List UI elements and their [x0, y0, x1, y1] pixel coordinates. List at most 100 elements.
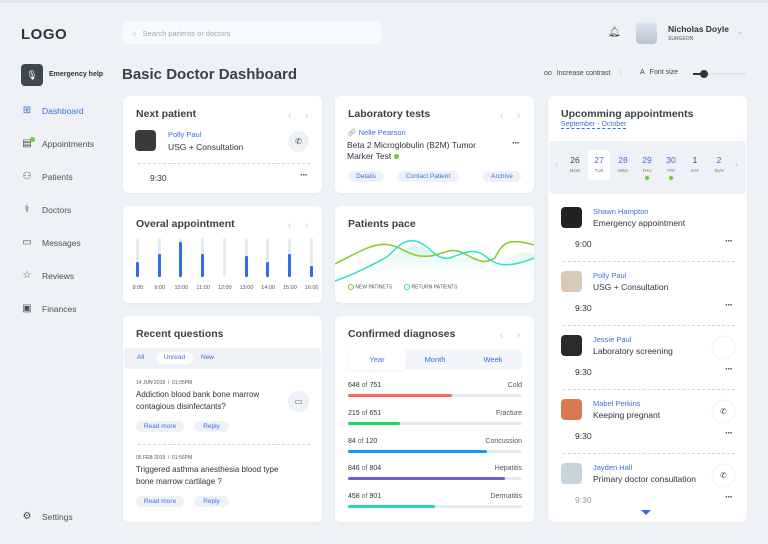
tab-all[interactable]: All	[137, 354, 145, 361]
chevron-right-icon[interactable]: ›	[305, 220, 309, 231]
bar-track	[157, 238, 161, 277]
appointment-time: 9:30	[575, 303, 592, 313]
of-label: of	[361, 465, 368, 473]
day-number: 29	[642, 155, 652, 165]
sidebar-item-patients[interactable]: ⚇ Patients	[21, 171, 73, 182]
chevron-left-icon[interactable]: ‹	[288, 220, 292, 231]
phone-button[interactable]: ✆	[713, 401, 734, 422]
increase-contrast-button[interactable]: oo Increase contrast |	[544, 70, 625, 77]
day-2[interactable]: 2 SUN	[708, 150, 730, 180]
day-number: 2	[716, 155, 722, 165]
user-avatar[interactable]	[636, 22, 657, 44]
day-weekday: SAT	[690, 168, 700, 173]
chevron-left-icon[interactable]: ‹	[500, 110, 504, 121]
more-icon[interactable]: ···	[725, 300, 733, 311]
tab-year[interactable]: Year	[348, 349, 406, 370]
sidebar-item-doctors[interactable]: ⚕ Doctors	[21, 204, 71, 215]
read-more-button[interactable]: Read more	[136, 421, 184, 432]
appointment-desc: USG + Consultation	[168, 142, 244, 152]
chevron-left-icon[interactable]: ‹	[288, 110, 292, 121]
phone-button[interactable]: ✆	[288, 131, 309, 152]
font-size-slider[interactable]	[693, 70, 746, 78]
patient-name[interactable]: Polly Paul	[593, 271, 627, 280]
tab-new[interactable]: New	[201, 354, 215, 361]
scroll-down-icon[interactable]	[641, 510, 651, 515]
patient-name[interactable]: Shawn Hampton	[593, 207, 649, 216]
phone-button[interactable]: ✆	[713, 465, 734, 486]
sidebar-item-label: Patients	[42, 171, 73, 182]
slider-handle[interactable]	[699, 70, 708, 78]
pace-chart	[335, 240, 534, 286]
archive-button[interactable]: Archive	[483, 171, 521, 182]
more-icon[interactable]: ···	[725, 428, 733, 439]
sidebar-item-appointments[interactable]: ▤ Appointments	[21, 138, 94, 149]
notification-dot	[30, 137, 35, 142]
bell-icon[interactable]: 🔔︎	[608, 27, 621, 38]
patient-name[interactable]: Jessie Paul	[593, 335, 632, 344]
count: 458	[348, 493, 360, 501]
search-input[interactable]: ○ Search parients or doctors	[122, 22, 382, 44]
page-title: Basic Doctor Dashboard	[122, 66, 298, 83]
date-range-link[interactable]: September - October	[561, 121, 627, 129]
sidebar-item-messages[interactable]: ▭ Messages	[21, 237, 80, 248]
more-icon[interactable]: ···	[725, 492, 733, 503]
appointment-time: 9:30	[150, 173, 167, 183]
day-1[interactable]: 1 SAT	[684, 150, 706, 180]
of-label: of	[361, 493, 368, 501]
tab-unread[interactable]: Unread	[156, 352, 193, 364]
comment-button[interactable]: ▭	[288, 391, 309, 412]
day-30[interactable]: 30 FRI	[660, 150, 682, 180]
emergency-help-button[interactable]: Emergency help	[49, 71, 104, 78]
period-tabs: Year Month Week	[348, 349, 522, 370]
sidebar-item-label: Reviews	[42, 270, 75, 281]
more-icon[interactable]: ···	[725, 364, 733, 375]
sidebar-item-reviews[interactable]: ☆ Reviews	[21, 270, 75, 281]
reply-button[interactable]: Reply	[194, 496, 229, 507]
patient-name[interactable]: Polly Paul	[168, 130, 202, 139]
patient-link[interactable]: 🔗︎ Nelle Pearson	[347, 128, 406, 137]
chevron-right-icon[interactable]: ›	[305, 110, 309, 121]
sidebar-item-dashboard[interactable]: ⊞ Dashboard	[21, 105, 84, 116]
sidebar-item-finances[interactable]: ▣ Finances	[21, 303, 76, 314]
tab-week[interactable]: Week	[483, 355, 503, 364]
chevron-down-icon[interactable]: ⌄	[737, 27, 744, 36]
day-number: 1	[692, 155, 698, 165]
card-title: Overal appointment	[136, 218, 235, 230]
more-icon[interactable]: ···	[300, 170, 308, 181]
day-26[interactable]: 26 MON	[564, 150, 586, 180]
patient-name[interactable]: Jayden Hall	[593, 463, 633, 472]
patient-avatar	[135, 130, 156, 151]
chevron-right-icon[interactable]: ›	[735, 159, 738, 169]
legend-item: NEW PATINETS	[348, 284, 392, 290]
progress-fill	[348, 449, 488, 453]
contact-patient-button[interactable]: Contact Patient	[397, 171, 459, 182]
star-icon: ☆	[22, 270, 32, 281]
chevron-left-icon[interactable]: ‹	[555, 159, 558, 169]
sidebar-item-settings[interactable]: ⚙︎ Settings	[21, 511, 73, 522]
day-29[interactable]: 29 THU	[636, 150, 658, 180]
count: 84	[348, 437, 356, 445]
bar	[136, 262, 139, 277]
day-27[interactable]: 27 TUE	[588, 150, 610, 180]
progress-fill	[348, 421, 401, 425]
read-more-button[interactable]: Read more	[136, 496, 184, 507]
chevron-left-icon[interactable]: ‹	[500, 330, 504, 341]
chevron-right-icon[interactable]: ›	[517, 110, 521, 121]
font-icon: A	[640, 69, 645, 76]
reply-button[interactable]: Reply	[194, 421, 229, 432]
day-number: 26	[570, 155, 580, 165]
search-placeholder: Search parients or doctors	[142, 28, 231, 38]
details-button[interactable]: Details	[348, 171, 384, 182]
microphone-icon[interactable]: 🎙︎	[21, 64, 43, 86]
more-icon[interactable]: ···	[725, 236, 733, 247]
patient-avatar	[561, 463, 582, 484]
day-28[interactable]: 28 WED	[612, 150, 634, 180]
day-weekday: THU	[642, 168, 652, 173]
phone-button[interactable]	[713, 337, 734, 358]
chevron-right-icon[interactable]: ›	[517, 330, 521, 341]
more-icon[interactable]: ···	[512, 138, 520, 149]
total: 804	[369, 465, 382, 473]
diagnosis-label: Hepatitis	[494, 465, 522, 473]
tab-month[interactable]: Month	[424, 355, 446, 364]
patient-name[interactable]: Mabel Perkins	[593, 399, 641, 408]
